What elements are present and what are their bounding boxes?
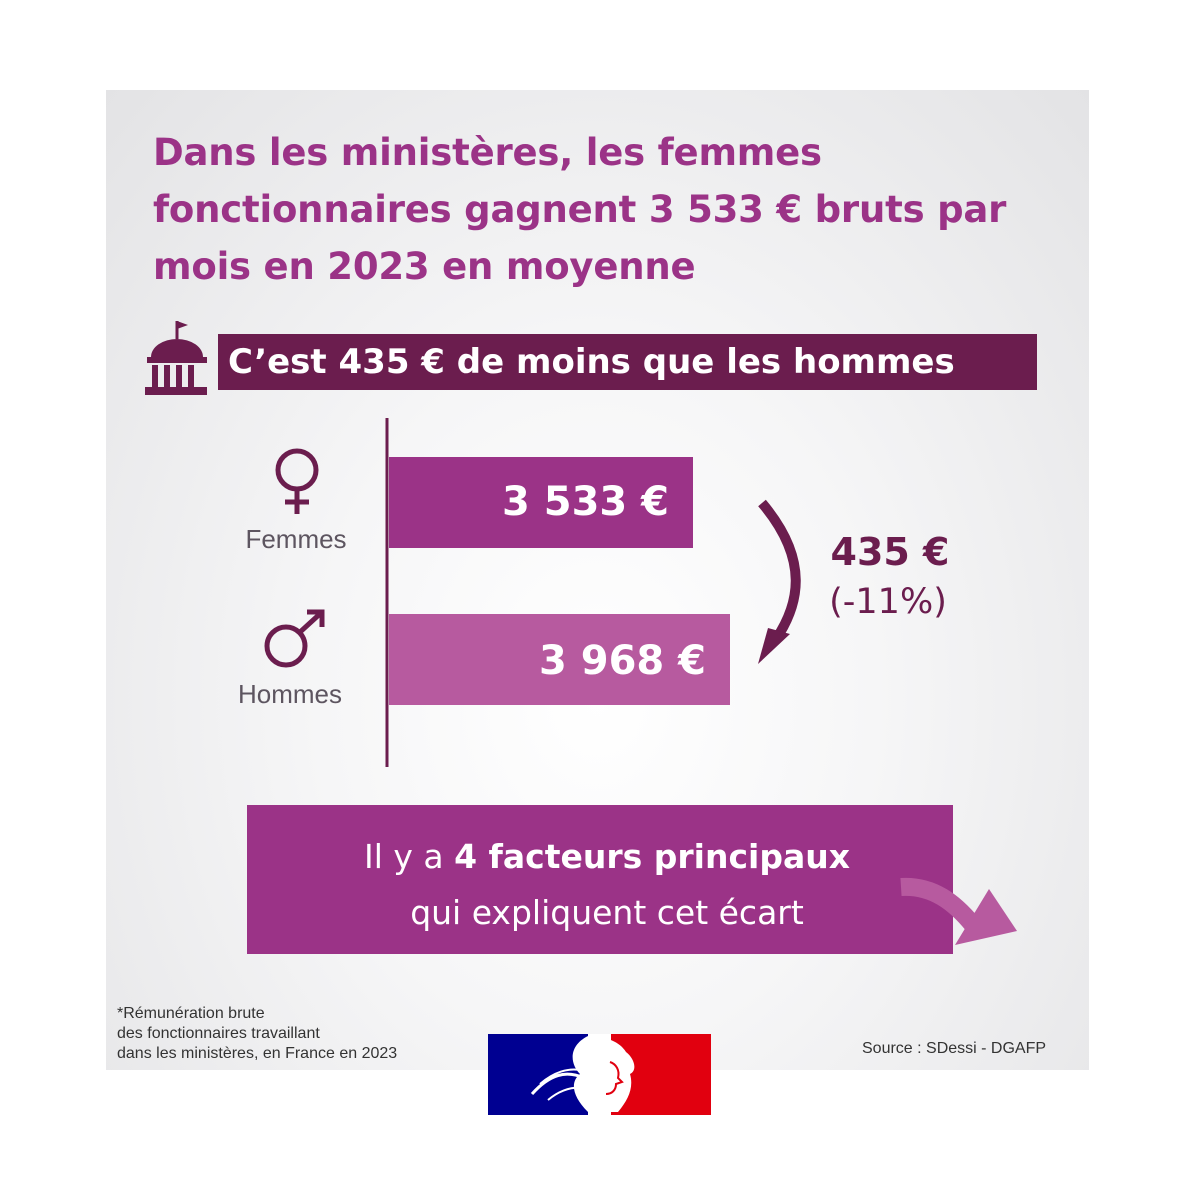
factors-text-line2: qui expliquent cet écart (410, 893, 804, 932)
curved-arrow-down-icon (758, 499, 801, 664)
value-label-hommes: 3 968 € (539, 638, 706, 684)
source-credit: Source : SDessi - DGAFP (862, 1040, 1047, 1057)
next-arrow-icon (900, 877, 1017, 945)
difference-amount: 435 € (831, 530, 950, 574)
museum-icon (145, 321, 207, 395)
bar-femmes (389, 457, 693, 548)
female-symbol-icon (275, 448, 319, 514)
factors-text: Il y a 4 facteurs principaux qui expliqu… (247, 829, 967, 941)
difference-percent: (-11%) (829, 582, 947, 622)
category-label-hommes: Hommes (238, 679, 342, 709)
factors-text-intro: Il y a (363, 837, 455, 876)
value-label-femmes: 3 533 € (502, 479, 669, 525)
factors-box: Il y a 4 facteurs principaux qui expliqu… (247, 805, 953, 954)
republique-francaise-logo (488, 1034, 711, 1115)
footnote-line-2: des fonctionnaires travaillant (117, 1025, 320, 1042)
male-symbol-icon (264, 609, 325, 668)
difference-banner: C’est 435 € de moins que les hommes (218, 334, 1037, 390)
category-label-femmes: Femmes (245, 524, 346, 554)
bar-hommes (389, 614, 730, 705)
footnote-line-1: *Rémunération brute (117, 1005, 265, 1022)
headline: Dans les ministères, les femmes fonction… (153, 131, 1007, 288)
footnote-line-3: dans les ministères, en France en 2023 (117, 1045, 398, 1062)
factors-text-bold: 4 facteurs principaux (454, 837, 851, 876)
footnote: *Rémunération brute des fonctionnaires t… (117, 1004, 497, 1064)
